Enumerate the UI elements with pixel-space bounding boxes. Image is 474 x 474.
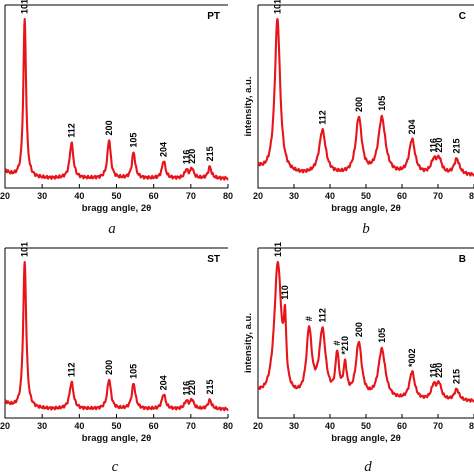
peak-label: 204	[407, 119, 417, 134]
peak-label: *210	[340, 336, 350, 355]
x-axis-title: bragg angle, 2θ	[331, 203, 401, 214]
peak-label: 110	[280, 285, 290, 300]
x-tick-label: 80	[469, 191, 474, 201]
peak-label: 105	[129, 364, 139, 379]
x-tick-label: 50	[111, 191, 121, 201]
peak-label: *002	[407, 348, 417, 367]
peak-label: 116	[429, 363, 439, 378]
peak-label: 204	[159, 142, 169, 157]
y-axis-title: intensity, a.u.	[243, 76, 254, 136]
x-tick-label: 30	[37, 191, 47, 201]
peak-label: 204	[159, 375, 169, 390]
x-tick-label: 30	[37, 421, 47, 431]
x-tick-label: 40	[325, 191, 335, 201]
peak-label: 101	[20, 0, 30, 14]
peak-label: 112	[317, 110, 327, 125]
peak-label: 200	[104, 120, 114, 135]
peak-label: #	[332, 341, 342, 346]
x-tick-label: 20	[253, 191, 263, 201]
peak-label: 105	[377, 328, 387, 343]
x-tick-label: 40	[74, 191, 84, 201]
panel-sample-label: C	[459, 11, 466, 22]
intensity-curve	[257, 17, 474, 177]
x-tick-label: 20	[0, 421, 10, 431]
peak-label: 215	[205, 379, 215, 394]
peak-label: 112	[67, 363, 77, 378]
x-axis-title: bragg angle, 2θ	[82, 433, 152, 444]
x-tick-label: 20	[253, 421, 263, 431]
peak-label: 220	[434, 138, 444, 153]
x-tick-label: 60	[397, 191, 407, 201]
peak-label: 105	[129, 133, 139, 148]
y-axis-title: intensity, a.u.	[243, 313, 254, 373]
subfigure-caption: d	[364, 459, 372, 474]
peak-label: 215	[452, 139, 462, 154]
x-tick-label: 30	[289, 191, 299, 201]
peak-label: 105	[377, 96, 387, 111]
x-tick-label: 20	[0, 191, 10, 201]
x-tick-label: 60	[149, 421, 159, 431]
chart-panel-c: 20 30 40 50 60 70 80 bragg angle, 2θ ST 101 112 200…	[0, 242, 233, 474]
peak-label: 200	[104, 360, 114, 375]
peak-label: 220	[187, 380, 197, 395]
x-tick-label: 30	[289, 421, 299, 431]
peak-label: 101	[20, 242, 30, 257]
chart-panel-d: 20 30 40 50 60 70 80 bragg angle, 2θ intensity, …	[243, 242, 474, 474]
x-tick-label: 70	[186, 191, 196, 201]
peak-label: #	[304, 316, 314, 321]
subfigure-caption: b	[362, 221, 370, 237]
x-tick-label: 50	[111, 421, 121, 431]
panel-sample-label: B	[459, 254, 466, 265]
x-tick-label: 50	[361, 421, 371, 431]
peak-label: 220	[434, 363, 444, 378]
x-tick-label: 40	[74, 421, 84, 431]
panel-sample-label: ST	[207, 254, 220, 265]
peak-label: 112	[317, 308, 327, 323]
x-axis-title: bragg angle, 2θ	[82, 203, 152, 214]
peak-label: 215	[452, 369, 462, 384]
intensity-curve	[4, 260, 229, 412]
x-tick-label: 50	[361, 191, 371, 201]
panel-sample-label: PT	[207, 11, 220, 22]
subfigure-caption: a	[108, 221, 116, 237]
peak-label: 112	[67, 123, 77, 138]
subfigure-caption: c	[112, 459, 119, 474]
chart-panel-a: 20 30 40 50 60 70 80 bragg angle, 2θ PT 101 112 200…	[0, 0, 233, 237]
x-tick-label: 80	[469, 421, 474, 431]
x-tick-label: 80	[223, 191, 233, 201]
peak-label: 116	[181, 381, 191, 396]
peak-label: 200	[354, 322, 364, 337]
x-axis-title: bragg angle, 2θ	[331, 433, 401, 444]
intensity-curve	[257, 260, 474, 403]
peak-label: 116	[429, 138, 439, 153]
x-tick-label: 80	[223, 421, 233, 431]
peak-label: 220	[187, 149, 197, 164]
peak-label: 116	[181, 150, 191, 165]
peak-label: 200	[354, 97, 364, 112]
peak-label: 215	[205, 146, 215, 161]
x-tick-label: 70	[433, 191, 443, 201]
x-tick-label: 40	[325, 421, 335, 431]
chart-panel-b: 20 30 40 50 60 70 80 bragg angle, 2θ intensity, …	[243, 0, 474, 237]
x-tick-label: 70	[433, 421, 443, 431]
x-tick-label: 60	[149, 191, 159, 201]
x-tick-label: 70	[186, 421, 196, 431]
peak-label: 101	[273, 242, 283, 257]
peak-label: 101	[272, 0, 282, 14]
x-tick-label: 60	[397, 421, 407, 431]
intensity-curve	[4, 17, 229, 181]
